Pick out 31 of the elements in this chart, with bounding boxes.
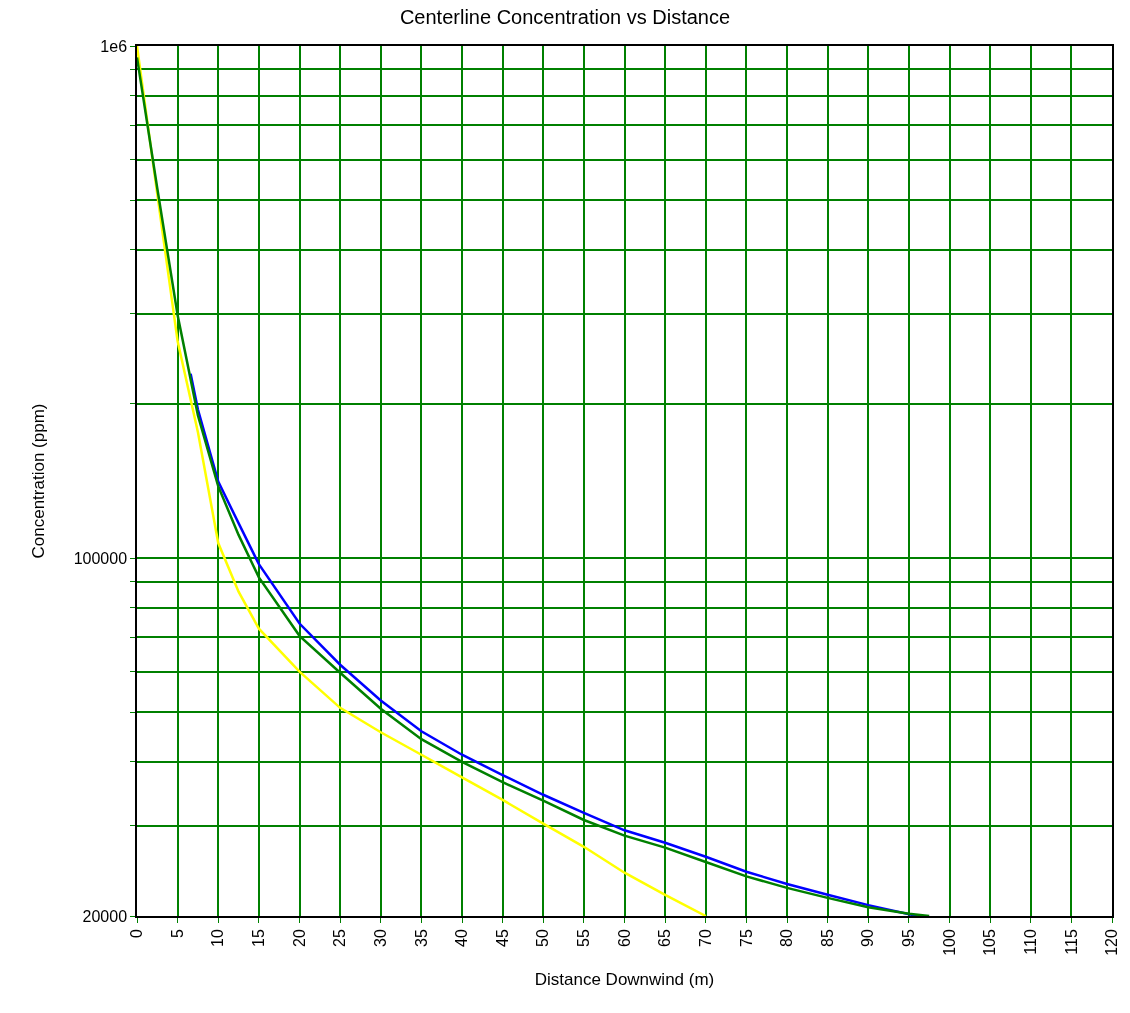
x-tick-label: 20: [290, 929, 308, 947]
y-tick-label: 20000: [82, 907, 128, 925]
x-tick-label: 30: [371, 929, 389, 947]
x-tick-label: 60: [615, 929, 633, 947]
x-tick-label: 65: [656, 929, 674, 947]
x-tick-label: 0: [128, 929, 146, 939]
y-tick-label: 100000: [73, 549, 128, 567]
y-tick-label: 1e6: [100, 37, 128, 55]
x-tick-label: 110: [1021, 929, 1039, 955]
x-tick-label: 120: [1103, 929, 1121, 956]
x-tick-label: 80: [778, 929, 796, 947]
x-axis-title: Distance Downwind (m): [534, 969, 715, 989]
y-axis-title: Concentration (ppm): [28, 403, 48, 559]
x-tick-label: 55: [575, 929, 593, 947]
x-tick-label: 115: [1062, 929, 1080, 955]
x-tick-label: 5: [168, 929, 186, 939]
x-tick-label: 85: [818, 929, 836, 947]
x-tick-label: 10: [209, 929, 227, 947]
chart-title: Centerline Concentration vs Distance: [399, 6, 731, 28]
x-tick-label: 15: [250, 929, 268, 947]
x-tick-label: 75: [737, 929, 755, 947]
x-tick-label: 70: [696, 929, 714, 947]
x-tick-label: 105: [981, 929, 999, 956]
x-tick-label: 90: [859, 929, 877, 947]
x-tick-label: 40: [453, 929, 471, 947]
x-tick-label: 45: [493, 929, 511, 947]
x-tick-label: 35: [412, 929, 430, 947]
x-tick-label: 25: [331, 929, 349, 947]
x-tick-label: 100: [940, 929, 958, 956]
x-tick-label: 95: [900, 929, 918, 947]
x-tick-label: 50: [534, 929, 552, 947]
